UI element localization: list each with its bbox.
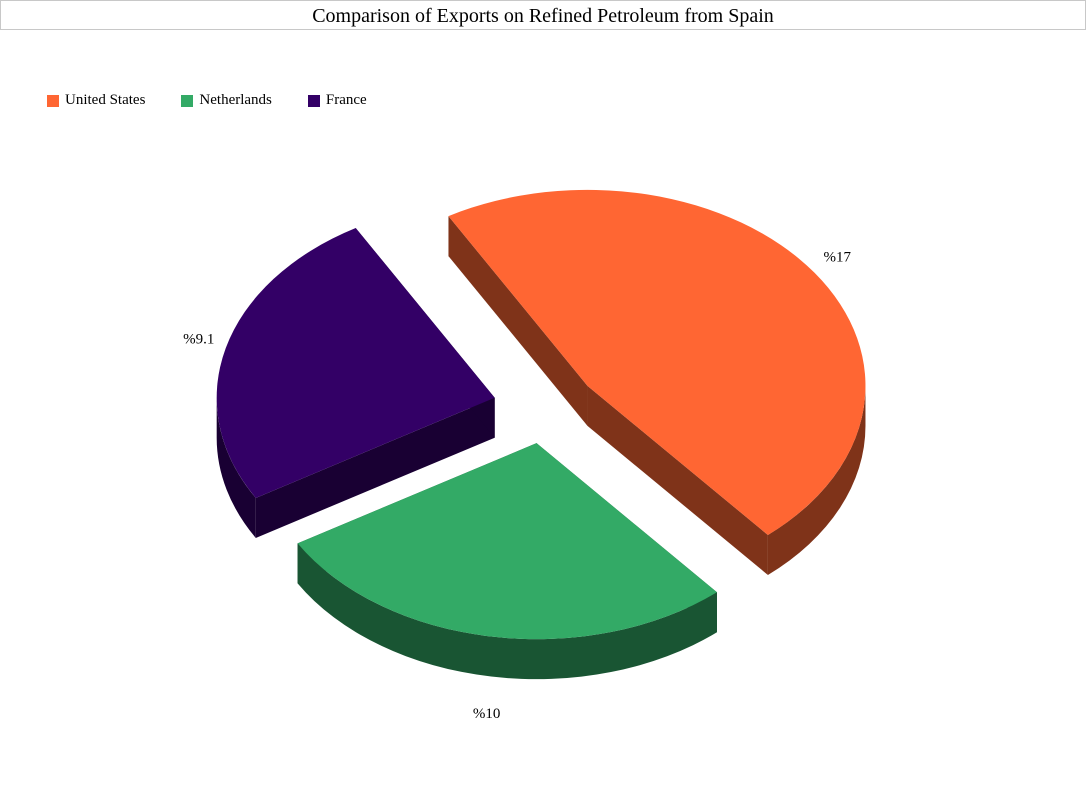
legend-item-netherlands[interactable]: Netherlands bbox=[181, 92, 272, 109]
legend-swatch-france bbox=[307, 94, 320, 107]
slice-side-united-states-1 bbox=[587, 385, 768, 575]
slice-france[interactable] bbox=[216, 228, 495, 498]
legend-item-united-states[interactable]: United States bbox=[47, 92, 145, 109]
legend-label-france: France bbox=[325, 92, 367, 108]
slice-side-united-states-0 bbox=[448, 216, 588, 426]
slice-label-netherlands: %10 bbox=[473, 706, 501, 722]
legend-swatch-united-states bbox=[47, 94, 59, 107]
slice-label-united-states: %17 bbox=[823, 249, 851, 265]
slice-netherlands[interactable] bbox=[297, 443, 717, 640]
slice-outer-wall-netherlands bbox=[297, 543, 717, 680]
legend: United States Netherlands France bbox=[47, 92, 403, 109]
slice-side-france-0 bbox=[255, 397, 495, 538]
chart-title: Comparison of Exports on Refined Petrole… bbox=[0, 0, 1086, 30]
legend-item-france[interactable]: France bbox=[307, 92, 367, 109]
legend-swatch-netherlands bbox=[181, 94, 194, 107]
legend-label-united-states: United States bbox=[65, 92, 146, 108]
slice-label-france: %9.1 bbox=[183, 331, 214, 347]
slice-outer-wall-united-states bbox=[767, 385, 866, 575]
slice-outer-wall-france bbox=[216, 397, 256, 538]
slice-united-states[interactable] bbox=[448, 189, 866, 535]
legend-label-netherlands: Netherlands bbox=[199, 92, 272, 108]
